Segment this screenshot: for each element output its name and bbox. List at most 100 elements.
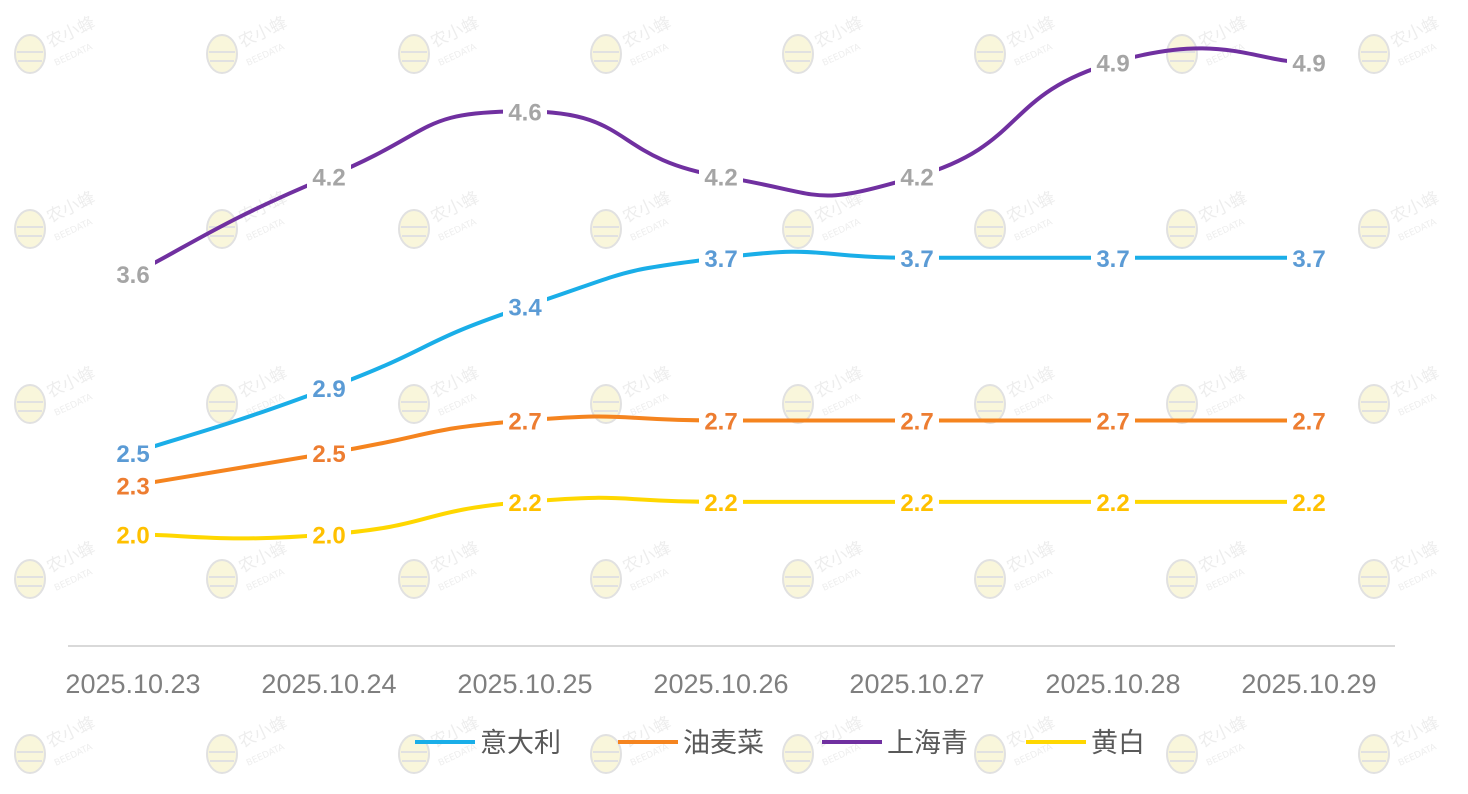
data-label-bg <box>1091 486 1135 517</box>
bee-icon <box>206 559 238 599</box>
data-label-youmaicai: 2.3 <box>116 474 149 501</box>
data-label-italian: 2.9 <box>312 376 345 403</box>
data-label-bg <box>503 486 547 517</box>
data-label-huangbai: 2.2 <box>1096 490 1129 517</box>
bee-icon <box>974 209 1006 249</box>
data-label-huangbai: 2.2 <box>900 490 933 517</box>
data-label-shanghaiqing: 4.2 <box>312 164 345 191</box>
legend-label-youmaicai: 油麦菜 <box>683 728 764 759</box>
data-label-bg <box>503 96 547 127</box>
data-label-bg <box>111 259 155 290</box>
data-label-huangbai: 2.2 <box>508 490 541 517</box>
bee-icon <box>974 34 1006 74</box>
bee-icon <box>590 559 622 599</box>
data-label-italian: 3.4 <box>508 295 542 322</box>
data-label-italian: 3.7 <box>704 246 737 273</box>
bee-icon <box>14 34 46 74</box>
bee-icon <box>398 734 430 774</box>
data-label-bg <box>1287 242 1331 273</box>
bee-icon <box>398 209 430 249</box>
bee-icon <box>398 559 430 599</box>
bee-icon <box>1358 384 1390 424</box>
data-label-huangbai: 2.0 <box>312 522 345 549</box>
data-label-italian: 3.7 <box>1096 246 1129 273</box>
x-tick-label: 2025.10.24 <box>261 669 396 699</box>
data-label-bg <box>895 405 939 436</box>
x-tick-label: 2025.10.25 <box>457 669 592 699</box>
data-label-bg <box>895 486 939 517</box>
data-label-bg <box>1091 405 1135 436</box>
x-tick-label: 2025.10.23 <box>65 669 200 699</box>
bee-icon <box>14 559 46 599</box>
data-label-bg <box>1287 486 1331 517</box>
data-label-bg <box>503 405 547 436</box>
bee-icon <box>590 209 622 249</box>
data-label-bg <box>307 438 351 469</box>
data-label-shanghaiqing: 4.9 <box>1096 51 1129 78</box>
bee-icon <box>974 384 1006 424</box>
x-tick-label: 2025.10.28 <box>1045 669 1180 699</box>
bee-icon <box>206 734 238 774</box>
bee-icon <box>1358 734 1390 774</box>
bee-icon <box>590 384 622 424</box>
data-label-youmaicai: 2.7 <box>900 408 933 435</box>
data-label-huangbai: 2.2 <box>704 490 737 517</box>
bee-icon <box>1166 209 1198 249</box>
data-label-bg <box>699 161 743 192</box>
x-tick-label: 2025.10.27 <box>849 669 984 699</box>
data-label-italian: 2.5 <box>116 441 149 468</box>
legend-label-huangbai: 黄白 <box>1091 728 1145 759</box>
data-label-bg <box>1091 47 1135 78</box>
x-tick-label: 2025.10.29 <box>1241 669 1376 699</box>
data-label-youmaicai: 2.7 <box>1292 408 1325 435</box>
data-label-bg <box>111 519 155 550</box>
data-label-bg <box>111 470 155 501</box>
bee-icon <box>1358 559 1390 599</box>
bee-icon <box>1358 34 1390 74</box>
bee-icon <box>206 34 238 74</box>
data-label-shanghaiqing: 4.2 <box>704 164 737 191</box>
data-label-youmaicai: 2.7 <box>1096 408 1129 435</box>
bee-icon <box>14 734 46 774</box>
data-label-bg <box>307 161 351 192</box>
data-label-bg <box>1287 47 1331 78</box>
bee-icon <box>1166 34 1198 74</box>
bee-icon <box>14 384 46 424</box>
data-label-bg <box>503 291 547 322</box>
data-label-youmaicai: 2.5 <box>312 441 345 468</box>
bee-icon <box>782 384 814 424</box>
bee-icon <box>782 734 814 774</box>
data-label-huangbai: 2.2 <box>1292 490 1325 517</box>
bee-icon <box>398 384 430 424</box>
bee-icon <box>1166 734 1198 774</box>
x-tick-label: 2025.10.26 <box>653 669 788 699</box>
data-labels: 2.5 2.9 3.4 3.7 3.7 3.7 3.7 2.3 2.5 2.7 2.7 2.7 2.7 2… <box>111 47 1331 550</box>
series-line-shanghaiqing <box>131 46 1311 277</box>
data-label-bg <box>307 519 351 550</box>
data-label-huangbai: 2.0 <box>116 522 149 549</box>
